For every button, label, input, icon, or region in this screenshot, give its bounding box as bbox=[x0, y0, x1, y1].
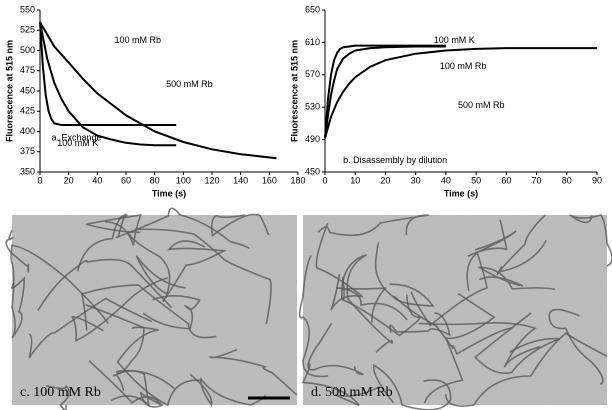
x-tick-label: 60 bbox=[121, 175, 131, 185]
y-tick-label: 650 bbox=[305, 4, 320, 14]
y-tick-label: 550 bbox=[20, 4, 35, 14]
x-tick-label: 70 bbox=[532, 175, 542, 185]
filament bbox=[315, 222, 364, 311]
x-axis-label: Time (s) bbox=[444, 188, 478, 198]
filament bbox=[389, 312, 451, 337]
y-tick-label: 400 bbox=[20, 126, 35, 136]
y-tick-label: 450 bbox=[305, 166, 320, 176]
y-tick-label: 375 bbox=[20, 146, 35, 156]
y-tick-label: 450 bbox=[20, 85, 35, 95]
micrograph-label: c. 100 mM Rb bbox=[20, 385, 101, 400]
filament bbox=[81, 284, 217, 339]
x-tick-label: 80 bbox=[150, 175, 160, 185]
filament bbox=[85, 304, 176, 390]
micrograph-label: d. 500 mM Rb bbox=[311, 385, 393, 400]
filament bbox=[128, 233, 186, 296]
filament bbox=[46, 385, 71, 410]
micrograph: d. 500 mM Rb bbox=[298, 214, 612, 410]
filament bbox=[418, 322, 541, 368]
series-label: 500 mM Rb bbox=[166, 79, 213, 89]
filament bbox=[341, 254, 394, 353]
x-tick-label: 140 bbox=[233, 175, 248, 185]
series-line bbox=[39, 22, 177, 147]
filament bbox=[142, 294, 201, 330]
x-tick-label: 30 bbox=[411, 175, 421, 185]
x-tick-label: 60 bbox=[501, 175, 511, 185]
x-tick-label: 0 bbox=[37, 175, 42, 185]
y-tick-label: 500 bbox=[20, 45, 35, 55]
panel-annotation: b. Disassembly by dilution bbox=[343, 155, 447, 165]
y-axis-label: Fluorescence at 515 nm bbox=[289, 40, 299, 142]
filament bbox=[210, 213, 270, 238]
x-tick-label: 50 bbox=[471, 175, 481, 185]
filament bbox=[410, 251, 488, 327]
filament bbox=[317, 214, 429, 237]
filament bbox=[5, 229, 30, 273]
y-tick-label: 610 bbox=[305, 37, 320, 47]
x-tick-label: 20 bbox=[64, 175, 74, 185]
filament bbox=[372, 363, 452, 410]
x-tick-label: 120 bbox=[204, 175, 219, 185]
panel-annotation: a. Exchange bbox=[51, 132, 101, 142]
series-line bbox=[324, 45, 446, 139]
x-tick-label: 0 bbox=[322, 175, 327, 185]
filament bbox=[298, 255, 329, 378]
filament bbox=[85, 213, 142, 246]
filament bbox=[10, 244, 109, 325]
x-tick-label: 40 bbox=[441, 175, 451, 185]
filament bbox=[189, 373, 266, 408]
filament bbox=[110, 370, 150, 408]
filament bbox=[162, 240, 227, 303]
filament bbox=[115, 207, 250, 250]
series-label: 100 mM K bbox=[57, 138, 98, 148]
filament bbox=[71, 277, 169, 342]
series-line bbox=[324, 47, 597, 139]
series-line bbox=[39, 21, 277, 160]
series-label: 100 mM Rb bbox=[115, 35, 162, 45]
micrograph: c. 100 mM Rb bbox=[5, 207, 298, 410]
filament bbox=[11, 276, 26, 339]
filament bbox=[76, 213, 128, 272]
filament bbox=[548, 308, 604, 386]
micrograph-grain bbox=[12, 215, 297, 405]
series-label: 100 mM Rb bbox=[440, 61, 487, 71]
x-tick-label: 100 bbox=[176, 175, 191, 185]
filament bbox=[28, 297, 153, 359]
x-axis-label: Time (s) bbox=[152, 188, 186, 198]
filament bbox=[476, 266, 556, 291]
filament bbox=[208, 348, 298, 396]
series-label: 500 mM Rb bbox=[458, 100, 505, 110]
y-tick-label: 530 bbox=[305, 102, 320, 112]
x-tick-label: 20 bbox=[380, 175, 390, 185]
series-line bbox=[324, 44, 446, 139]
y-tick-label: 425 bbox=[20, 106, 35, 116]
x-tick-label: 90 bbox=[592, 175, 602, 185]
filament bbox=[393, 295, 512, 356]
y-axis-label: Fluorescence at 515 nm bbox=[4, 40, 14, 142]
x-tick-label: 180 bbox=[290, 175, 305, 185]
filament bbox=[423, 292, 496, 404]
y-tick-label: 525 bbox=[20, 25, 35, 35]
series-line bbox=[39, 22, 177, 126]
filament bbox=[137, 228, 272, 324]
x-tick-label: 40 bbox=[92, 175, 102, 185]
filament bbox=[467, 219, 517, 257]
filament bbox=[569, 214, 612, 267]
filament bbox=[474, 312, 560, 374]
filament bbox=[445, 332, 608, 407]
filament bbox=[374, 242, 435, 307]
filament bbox=[116, 326, 201, 407]
y-tick-label: 350 bbox=[20, 166, 35, 176]
x-tick-label: 160 bbox=[262, 175, 277, 185]
y-tick-label: 475 bbox=[20, 65, 35, 75]
filament bbox=[307, 323, 364, 376]
x-tick-label: 80 bbox=[562, 175, 572, 185]
x-tick-label: 10 bbox=[350, 175, 360, 185]
y-tick-label: 570 bbox=[305, 69, 320, 79]
series-label: 100 mM K bbox=[434, 35, 475, 45]
y-tick-label: 490 bbox=[305, 134, 320, 144]
